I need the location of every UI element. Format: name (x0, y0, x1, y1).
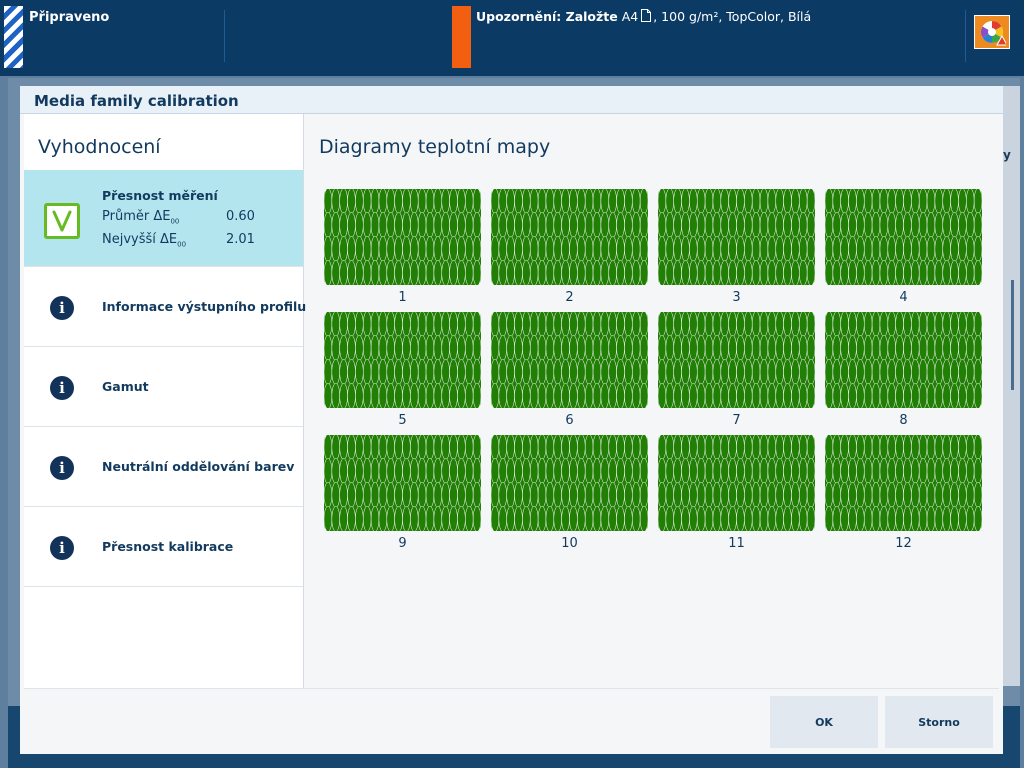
warning-indicator (452, 6, 471, 68)
heatmap-5[interactable]: 5 (324, 312, 481, 428)
average-value: 0.60 (226, 209, 255, 224)
heatmap-label: 12 (895, 536, 912, 551)
calibration-dialog: Media family calibration Vyhodnocení Pře… (20, 86, 1003, 754)
heatmap-patches (658, 435, 815, 531)
heatmap-3[interactable]: 3 (658, 189, 815, 305)
divider (965, 10, 966, 62)
heatmap-7[interactable]: 7 (658, 312, 815, 428)
dialog-footer: OK Storno (24, 688, 999, 754)
info-icon: i (50, 456, 74, 480)
output-profile-info-item[interactable]: i Informace výstupního profilu (24, 268, 307, 347)
heatmap-label: 4 (899, 290, 908, 305)
divider (224, 10, 225, 62)
heatmap-patches (491, 435, 648, 531)
average-label: Průměr ΔE (102, 209, 171, 224)
background-text: y (1003, 148, 1011, 162)
heatmap-label: 1 (398, 290, 407, 305)
max-label-sub: 00 (177, 240, 187, 249)
heatmap-10[interactable]: 10 (491, 435, 648, 551)
top-status-bar: Připraveno Upozornění: Založte A4 , 100 g… (0, 0, 1024, 76)
dialog-title: Media family calibration (20, 86, 1003, 114)
heatmap-4[interactable]: 4 (825, 189, 982, 305)
heatmap-label: 10 (561, 536, 578, 551)
evaluation-panel: Vyhodnocení Přesnost měření Průměr ΔE00 … (24, 114, 307, 688)
media-size: A4 (621, 9, 639, 24)
max-value: 2.01 (226, 232, 255, 247)
status-indicator (4, 6, 23, 68)
max-label: Nejvyšší ΔE (102, 232, 178, 247)
heatmap-patches (825, 189, 982, 285)
heatmap-label: 3 (732, 290, 741, 305)
warning-message[interactable]: Upozornění: Založte A4 , 100 g/m², TopCol… (476, 9, 811, 25)
printer-status: Připraveno (29, 10, 110, 25)
heatmap-patches (825, 435, 982, 531)
media-details: , 100 g/m², TopColor, Bílá (653, 9, 812, 24)
heatmap-patches (324, 189, 481, 285)
heatmap-heading: Diagramy teplotní mapy (319, 136, 551, 158)
heatmap-2[interactable]: 2 (491, 189, 648, 305)
neutral-separation-label: Neutrální oddělování barev (102, 459, 295, 474)
measurement-accuracy-item[interactable]: Přesnost měření Průměr ΔE00 0.60 Nejvyšš… (24, 170, 303, 267)
calibration-accuracy-item[interactable]: i Přesnost kalibrace (24, 508, 303, 587)
heatmap-9[interactable]: 9 (324, 435, 481, 551)
heatmap-label: 7 (732, 413, 741, 428)
check-icon (44, 203, 80, 239)
heatmap-label: 6 (565, 413, 574, 428)
output-profile-info-label: Informace výstupního profilu (102, 299, 307, 314)
heatmap-patches (658, 312, 815, 408)
heatmap-patches (825, 312, 982, 408)
measurement-accuracy-label: Přesnost měření (102, 188, 218, 203)
heatmap-11[interactable]: 11 (658, 435, 815, 551)
heatmap-1[interactable]: 1 (324, 189, 481, 305)
heatmap-12[interactable]: 12 (825, 435, 982, 551)
heatmap-patches (658, 189, 815, 285)
warning-label: Upozornění: Založte (476, 9, 618, 24)
heatmap-label: 11 (728, 536, 745, 551)
info-icon: i (50, 296, 74, 320)
heatmap-label: 9 (398, 536, 407, 551)
cancel-button[interactable]: Storno (885, 696, 993, 748)
ok-button[interactable]: OK (770, 696, 878, 748)
heatmap-6[interactable]: 6 (491, 312, 648, 428)
gamut-label: Gamut (102, 379, 149, 394)
info-icon: i (50, 376, 74, 400)
heatmap-patches (491, 312, 648, 408)
media-tray-warning-icon[interactable] (974, 15, 1010, 49)
heatmap-patches (324, 435, 481, 531)
average-label-sub: 00 (170, 217, 180, 226)
heatmap-8[interactable]: 8 (825, 312, 982, 428)
background-scrollbar (1011, 280, 1014, 390)
max-delta-e-row: Nejvyšší ΔE00 2.01 (102, 232, 255, 249)
heatmap-label: 2 (565, 290, 574, 305)
heatmap-label: 5 (398, 413, 407, 428)
info-icon: i (50, 536, 74, 560)
neutral-separation-item[interactable]: i Neutrální oddělování barev (24, 428, 303, 507)
heatmap-label: 8 (899, 413, 908, 428)
average-delta-e-row: Průměr ΔE00 0.60 (102, 209, 255, 226)
gamut-item[interactable]: i Gamut (24, 348, 303, 427)
heatmap-patches (491, 189, 648, 285)
heatmap-patches (324, 312, 481, 408)
evaluation-heading: Vyhodnocení (38, 136, 161, 158)
document-icon (641, 9, 652, 25)
calibration-accuracy-label: Přesnost kalibrace (102, 539, 234, 554)
